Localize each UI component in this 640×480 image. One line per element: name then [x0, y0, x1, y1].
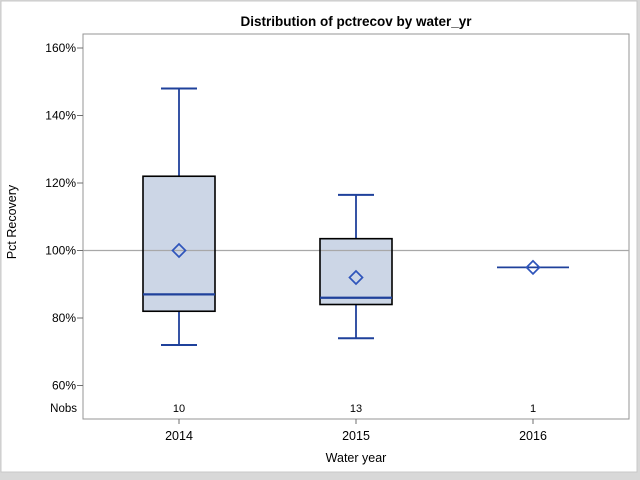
y-tick-label: 100% — [45, 244, 76, 258]
mean-diamond-2015 — [348, 269, 364, 286]
nobs-row-label: Nobs — [50, 403, 77, 415]
y-tick-label: 140% — [45, 109, 76, 123]
x-axis-title: Water year — [326, 451, 387, 465]
mean-diamond-2014 — [171, 242, 187, 259]
box-stroke-layer — [142, 87, 569, 346]
y-axis-title: Pct Recovery — [5, 184, 19, 259]
y-tick-label: 80% — [52, 311, 76, 325]
x-tick-label: 2016 — [519, 429, 547, 443]
axes-layer: 160% 140% 120% 100% 80% 60% 2014 10 2015 13 2016 1 — [45, 41, 547, 443]
x-tick-label: 2015 — [342, 429, 370, 443]
nobs-value: 10 — [173, 403, 185, 415]
x-tick-label: 2014 — [165, 429, 193, 443]
chart-title: Distribution of pctrecov by water_yr — [240, 14, 472, 29]
box-outline-2014 — [142, 175, 216, 313]
nobs-value: 1 — [530, 403, 536, 415]
box-outline-2015 — [319, 237, 393, 306]
mean-diamond-2016 — [525, 259, 541, 276]
nobs-value: 13 — [350, 403, 362, 415]
y-tick-label: 120% — [45, 176, 76, 190]
y-tick-label: 60% — [52, 379, 76, 393]
y-tick-label: 160% — [45, 41, 76, 55]
